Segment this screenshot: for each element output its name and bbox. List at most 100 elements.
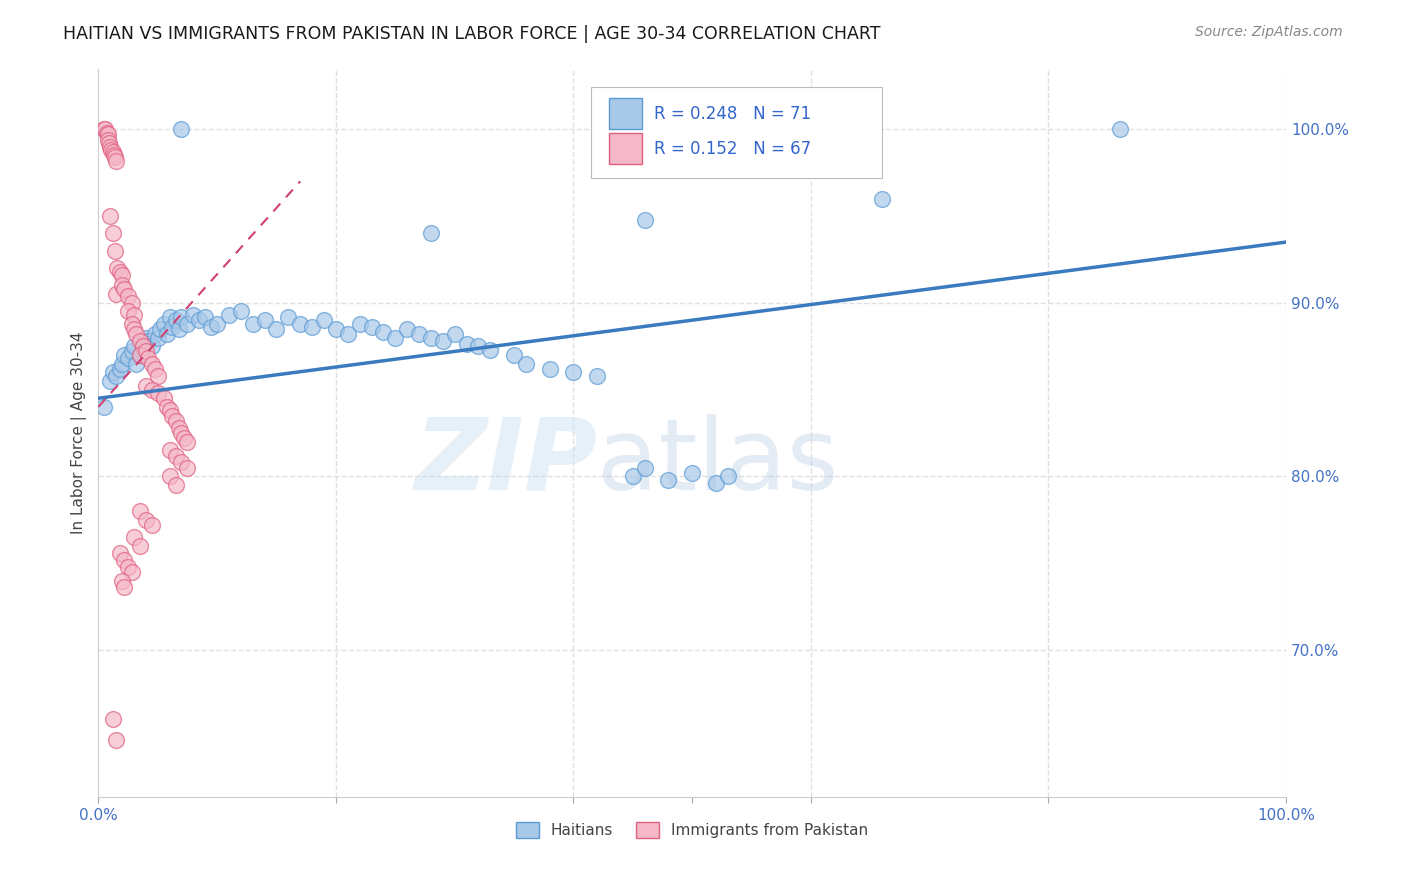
Point (143, 361, 166, 376)
Point (160, 409, 183, 423)
Point (159, 310, 181, 324)
Point (114, 282, 136, 296)
Point (349, 317, 371, 331)
Point (101, 712, 124, 726)
Point (122, 308, 145, 322)
Point (143, 327, 166, 342)
Point (218, 308, 240, 322)
Point (253, 313, 276, 327)
Point (141, 339, 163, 353)
Point (159, 403, 181, 417)
Point (122, 322, 145, 336)
Point (132, 339, 155, 353)
Point (704, 476, 727, 491)
Point (108, 361, 131, 376)
Point (633, 212, 655, 227)
Point (152, 391, 174, 405)
Legend: Haitians, Immigrants from Pakistan: Haitians, Immigrants from Pakistan (510, 816, 875, 845)
Point (114, 581, 136, 595)
Point (419, 330, 441, 344)
Point (105, 287, 128, 301)
Point (121, 565, 143, 579)
Point (146, 368, 169, 383)
Point (408, 327, 430, 342)
Point (159, 443, 181, 458)
Point (121, 344, 143, 359)
Point (141, 383, 163, 397)
Point (98, 136, 121, 150)
Point (141, 357, 163, 371)
Point (152, 317, 174, 331)
Point (467, 339, 489, 353)
Point (146, 386, 169, 401)
Point (135, 513, 157, 527)
Point (681, 466, 703, 480)
Point (456, 337, 478, 351)
FancyBboxPatch shape (591, 87, 882, 178)
Point (205, 317, 228, 331)
Point (98, 374, 121, 388)
Point (165, 478, 187, 492)
Text: Source: ZipAtlas.com: Source: ZipAtlas.com (1195, 25, 1343, 39)
Point (188, 313, 211, 327)
Point (176, 434, 198, 449)
Point (176, 317, 198, 331)
Point (108, 546, 131, 560)
Point (312, 313, 335, 327)
Point (183, 308, 205, 322)
Point (97, 128, 120, 142)
Point (325, 322, 347, 336)
Point (165, 414, 187, 428)
Point (105, 368, 128, 383)
Point (111, 574, 134, 588)
Point (277, 310, 299, 324)
Point (167, 421, 190, 435)
Point (156, 327, 179, 342)
Point (149, 322, 172, 336)
Point (111, 268, 134, 282)
Point (419, 227, 441, 241)
Point (93, 400, 115, 414)
Point (165, 449, 187, 463)
Point (111, 278, 134, 293)
Point (103, 148, 125, 162)
Point (108, 264, 131, 278)
Point (242, 317, 264, 331)
Point (621, 469, 644, 483)
Point (114, 348, 136, 362)
Text: ZIP: ZIP (415, 414, 598, 510)
Point (105, 733, 128, 747)
Point (290, 317, 312, 331)
Point (101, 365, 124, 379)
Point (129, 348, 152, 362)
Point (200, 320, 222, 334)
Point (121, 317, 143, 331)
Point (384, 330, 406, 344)
Point (135, 330, 157, 344)
Point (1108, 122, 1130, 136)
Point (129, 348, 152, 362)
Point (117, 351, 139, 366)
Point (336, 327, 359, 342)
Point (396, 322, 419, 336)
Point (515, 357, 537, 371)
Point (870, 192, 893, 206)
Point (194, 310, 217, 324)
Point (266, 322, 288, 336)
Point (104, 150, 127, 164)
Point (156, 400, 179, 414)
Point (105, 153, 128, 168)
Point (141, 518, 163, 533)
Point (432, 334, 454, 348)
Text: atlas: atlas (598, 414, 839, 510)
Point (135, 344, 157, 359)
Point (114, 552, 136, 566)
Point (136, 351, 159, 366)
Point (132, 339, 155, 353)
Point (135, 379, 157, 393)
Point (586, 368, 609, 383)
Point (98, 139, 121, 153)
Point (125, 357, 148, 371)
Point (129, 334, 152, 348)
Point (117, 304, 139, 318)
